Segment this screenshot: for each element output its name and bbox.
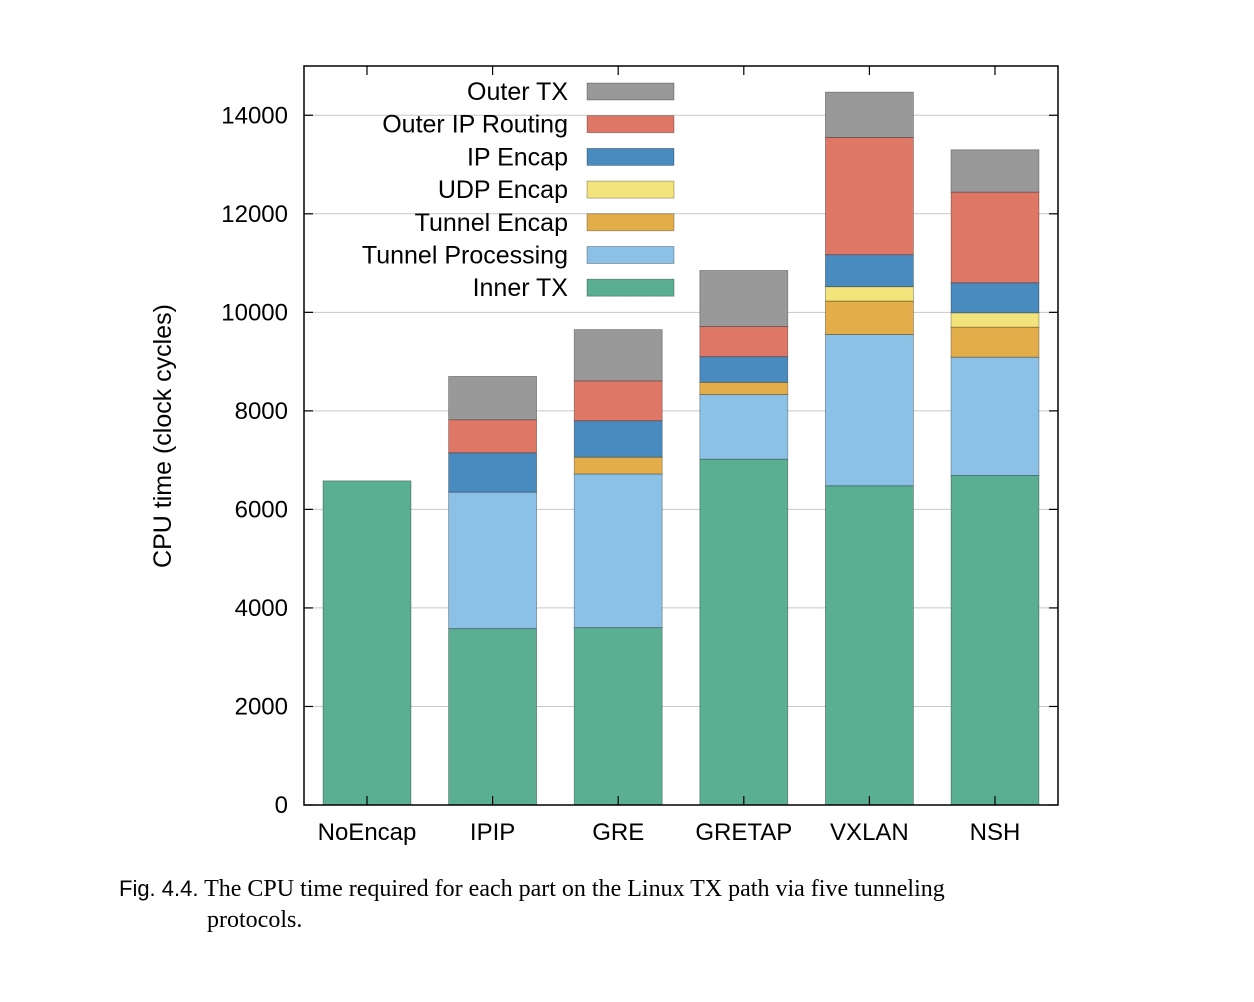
- bar-segment: [825, 91, 914, 138]
- bar-segment: [825, 300, 914, 335]
- y-tick-label: 10000: [221, 299, 288, 326]
- x-tick-label: NSH: [970, 819, 1021, 846]
- bar-segment: [825, 254, 914, 288]
- grid-lines: [304, 114, 1058, 707]
- bar-segment: [322, 480, 412, 806]
- legend-label: UDP Encap: [438, 176, 568, 204]
- caption-label: Fig. 4.4.: [119, 876, 199, 901]
- bar-segment: [573, 456, 663, 475]
- legend-swatch: [586, 213, 675, 232]
- legend: Outer TX Outer IP Routing IP Encap UDP Enca…: [362, 78, 675, 302]
- bar-segment: [573, 473, 663, 629]
- legend-swatch: [586, 278, 675, 297]
- x-tick-label: VXLAN: [830, 819, 909, 846]
- x-tick-label: GRE: [592, 819, 644, 846]
- plot-frame: [303, 65, 1059, 806]
- caption-text-line2: protocols.: [207, 907, 303, 933]
- bar-segment: [950, 475, 1040, 806]
- y-tick-label: 0: [275, 792, 288, 819]
- bar-segment: [950, 326, 1040, 358]
- legend-label: Outer IP Routing: [382, 111, 568, 139]
- bar-segment: [950, 282, 1040, 314]
- bar-segment: [448, 375, 538, 421]
- bar-segment: [448, 628, 538, 806]
- stacked-bar-chart: 0 2000 4000 6000 8000 10000 12000 14000 NoEncap I…: [149, 65, 1059, 846]
- bar-segment: [448, 452, 538, 493]
- bar-segment: [699, 356, 789, 383]
- bar-segment: [825, 137, 914, 256]
- legend-label: Inner TX: [473, 274, 569, 302]
- bar-segment: [699, 394, 789, 460]
- caption-text-line1: The CPU time required for each part on t…: [204, 876, 945, 902]
- bar-segment: [825, 485, 914, 806]
- legend-swatch: [586, 82, 675, 101]
- legend-label: Tunnel Encap: [415, 209, 568, 237]
- bar-segment: [573, 627, 663, 806]
- bar-segment: [573, 420, 663, 458]
- bar-segment: [825, 334, 914, 487]
- legend-swatch: [586, 246, 675, 264]
- x-tick-label: NoEncap: [318, 819, 417, 846]
- bar-segment: [825, 286, 914, 302]
- legend-label: Tunnel Processing: [362, 242, 568, 270]
- bar-segment: [448, 491, 538, 630]
- legend-swatch: [586, 147, 675, 166]
- bar-segment: [699, 458, 789, 806]
- y-tick-label: 12000: [221, 201, 288, 228]
- legend-label: Outer TX: [467, 78, 568, 106]
- bar-segment: [950, 312, 1040, 328]
- y-axis-title: CPU time (clock cycles): [149, 304, 177, 568]
- bar-segment: [573, 380, 663, 422]
- bar-segment: [950, 149, 1040, 193]
- bar-segment: [950, 191, 1040, 284]
- legend-swatch: [586, 115, 675, 134]
- legend-label: IP Encap: [467, 143, 568, 171]
- bar-segment: [573, 329, 663, 382]
- y-tick-label: 14000: [221, 102, 288, 129]
- bar-segment: [950, 356, 1040, 476]
- y-tick-label: 8000: [235, 398, 288, 425]
- bars: [322, 91, 1040, 806]
- y-tick-label: 6000: [235, 496, 288, 523]
- x-tick-label: GRETAP: [695, 819, 792, 846]
- bar-segment: [699, 381, 789, 396]
- axis-ticks: 0 2000 4000 6000 8000 10000 12000 14000 NoEncap I…: [221, 66, 1058, 846]
- bar-segment: [699, 270, 789, 328]
- bar-segment: [699, 326, 789, 358]
- figure-caption: Fig. 4.4. The CPU time required for each…: [119, 873, 1159, 936]
- y-tick-label: 4000: [235, 595, 288, 622]
- x-tick-label: IPIP: [470, 819, 515, 846]
- legend-swatch: [586, 180, 675, 199]
- y-tick-label: 2000: [235, 693, 288, 720]
- bar-segment: [448, 419, 538, 454]
